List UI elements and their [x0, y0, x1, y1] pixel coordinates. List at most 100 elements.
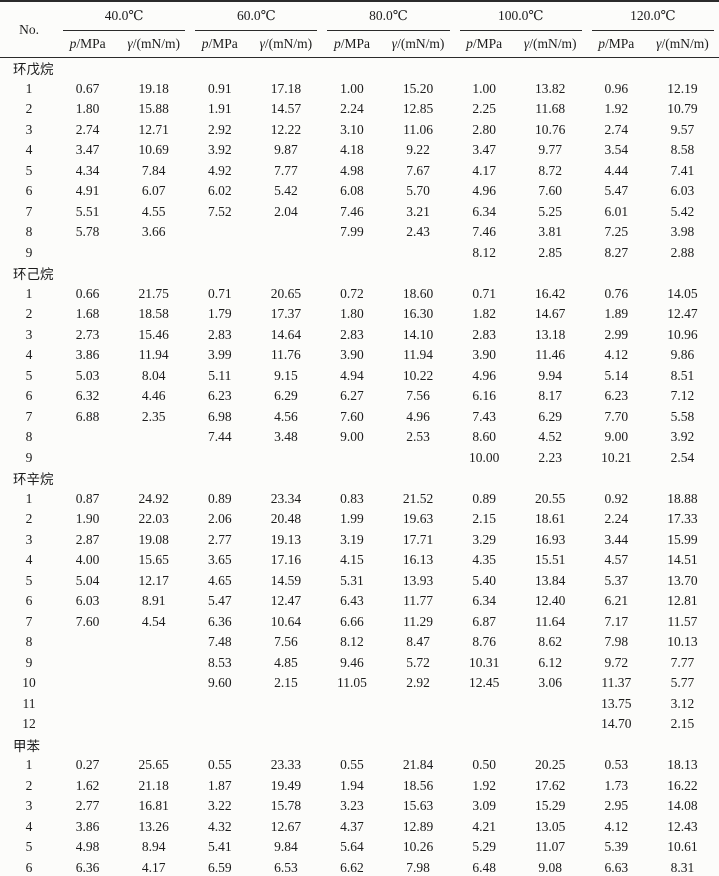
surface-tension-value: 8.31: [670, 859, 695, 875]
surface-tension-value: 19.08: [138, 531, 169, 547]
p-symbol: p: [333, 36, 341, 51]
surface-tension-value: 15.20: [402, 80, 434, 96]
temp-header-100: 100.0℃: [455, 1, 587, 31]
section-row: 环辛烷: [0, 468, 719, 489]
pressure-value: 3.86: [75, 818, 100, 834]
pressure-value: 7.46: [472, 224, 496, 240]
gamma-unit: /(mN/m): [132, 36, 180, 51]
pressure-value: 7.48: [207, 634, 232, 650]
surface-tension-value: 10.76: [535, 121, 566, 137]
table-row: 5 4.98 8.94 5.41 9.84 5.64 10.26 5.29 11.07 5.39 1…: [0, 837, 719, 858]
table-row: 5 5.04 12.17 4.65 14.59 5.31 13.93 5.40 13.84 5.3…: [0, 571, 719, 592]
pressure-value: 6.34: [472, 203, 496, 219]
surface-tension-value: 5.25: [538, 203, 563, 219]
surface-tension-value: 14.08: [667, 798, 698, 814]
pressure-value: 4.35: [472, 552, 496, 568]
temp-header-80: 80.0℃: [322, 1, 454, 31]
pressure-value: 9.00: [604, 429, 629, 445]
surface-tension-value: 3.06: [538, 675, 563, 691]
pressure-column-header: p/MPa: [586, 31, 646, 58]
row-number: 4: [25, 347, 33, 363]
surface-tension-value: 4.56: [274, 408, 298, 424]
surface-tension-value: 11.57: [667, 613, 698, 629]
pressure-value: [322, 448, 381, 469]
pressure-value: [455, 714, 514, 735]
pressure-value: 4.17: [472, 162, 496, 178]
table-row: 2 1.62 21.18 1.87 19.49 1.94 18.56 1.92 17.62 1.7…: [0, 776, 719, 797]
surface-tension-value: 9.08: [538, 859, 563, 875]
surface-tension-value: 12.67: [270, 818, 302, 834]
row-number: 6: [25, 183, 33, 199]
row-number: 4: [25, 818, 33, 834]
surface-tension-value: 9.84: [274, 839, 298, 855]
pressure-value: 7.25: [604, 224, 629, 240]
temp-header-40: 40.0℃: [58, 1, 190, 31]
surface-tension-value: 10.61: [667, 839, 698, 855]
surface-tension-value: 5.42: [670, 203, 695, 219]
row-number: 11: [22, 695, 36, 711]
pressure-value: 3.54: [604, 142, 629, 158]
pressure-value: 5.47: [207, 593, 232, 609]
surface-tension-value: 11.07: [535, 839, 566, 855]
surface-tension-value: 20.25: [535, 757, 566, 773]
surface-tension-value: 2.35: [141, 408, 166, 424]
pressure-value: 2.24: [604, 511, 629, 527]
pressure-value: 2.77: [75, 798, 100, 814]
gamma-symbol: γ: [391, 36, 398, 51]
surface-tension-value: 7.56: [274, 634, 298, 650]
table-row: 10 9.60 2.15 11.05 2.92 12.45 3.06 11.37 5.77: [0, 673, 719, 694]
surface-tension-value: 17.18: [270, 80, 302, 96]
surface-tension-value: 14.67: [535, 306, 566, 322]
pressure-value: 0.66: [75, 285, 100, 301]
pressure-value: 4.32: [207, 818, 232, 834]
surface-tension-value: 11.46: [535, 347, 566, 363]
row-number: 6: [25, 388, 33, 404]
pressure-value: 5.39: [604, 839, 629, 855]
surface-tension-value: 3.66: [141, 224, 166, 240]
surface-tension-value: 17.16: [270, 552, 302, 568]
surface-tension-value: 19.63: [402, 511, 434, 527]
row-number: 3: [25, 326, 33, 342]
surface-tension-value: 15.46: [138, 326, 169, 342]
pressure-value: [455, 694, 514, 715]
temperature-header-row: No. 40.0℃ 60.0℃ 80.0℃ 100.0℃ 120.0℃: [0, 1, 719, 58]
surface-tension-value: 17.62: [535, 777, 566, 793]
surface-tension-value: [382, 243, 455, 264]
pressure-value: [322, 714, 381, 735]
pressure-value: 6.62: [340, 859, 364, 875]
table-row: 4 3.47 10.69 3.92 9.87 4.18 9.22 3.47 9.77 3.54 8.…: [0, 140, 719, 161]
surface-tension-value: 12.22: [270, 121, 302, 137]
surface-tension-value: 6.53: [274, 859, 298, 875]
table-row: 1 0.87 24.92 0.89 23.34 0.83 21.52 0.89 20.55 0.9…: [0, 489, 719, 510]
pressure-value: 3.92: [207, 142, 232, 158]
pressure-value: 6.01: [604, 203, 629, 219]
surface-tension-value: 16.93: [535, 531, 566, 547]
pressure-value: 7.17: [604, 613, 629, 629]
surface-tension-value: 15.51: [535, 552, 566, 568]
surface-tension-value: 17.33: [667, 511, 698, 527]
pressure-value: 5.29: [472, 839, 496, 855]
surface-tension-value: 9.15: [274, 367, 298, 383]
surface-tension-value: 13.84: [535, 572, 566, 588]
surface-tension-value: 15.88: [138, 101, 169, 117]
surface-tension-value: 11.06: [403, 121, 433, 137]
surface-tension-value: 9.22: [406, 142, 430, 158]
pressure-value: 1.89: [604, 306, 629, 322]
gamma-unit: /(mN/m): [264, 36, 313, 51]
pressure-value: 6.08: [340, 183, 364, 199]
temp-header-60-label: 60.0℃: [195, 2, 318, 31]
surface-tension-value: 21.75: [138, 285, 169, 301]
surface-tension-value: [117, 427, 190, 448]
pressure-value: 0.91: [207, 80, 232, 96]
table-row: 8 5.78 3.66 7.99 2.43 7.46 3.81 7.25 3.98: [0, 222, 719, 243]
pressure-value: 3.65: [207, 552, 232, 568]
p-symbol: p: [69, 36, 77, 51]
pressure-value: 8.53: [207, 654, 232, 670]
surface-tension-value: 2.85: [538, 244, 563, 260]
pressure-value: [322, 243, 381, 264]
row-number: 3: [25, 798, 33, 814]
row-number: 4: [25, 552, 33, 568]
pressure-value: 10.00: [468, 449, 500, 465]
pressure-value: 2.74: [75, 121, 100, 137]
row-number: 3: [25, 121, 33, 137]
